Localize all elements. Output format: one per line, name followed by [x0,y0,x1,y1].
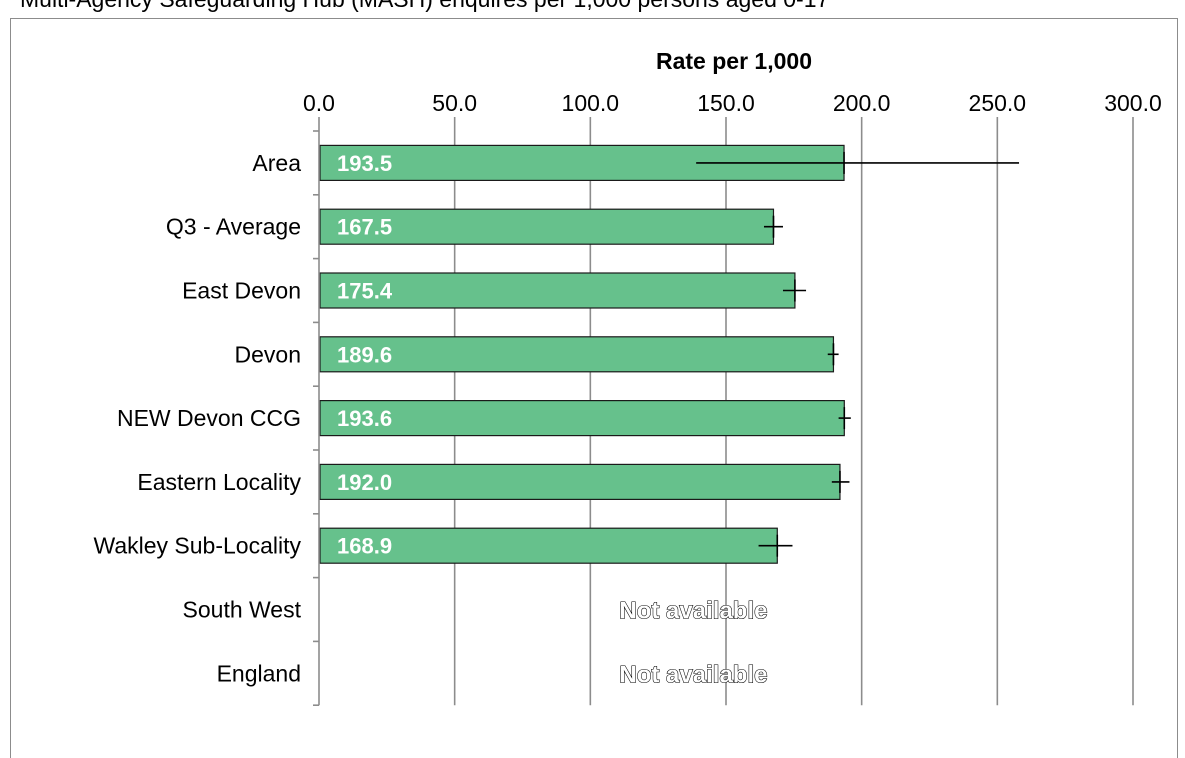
tick-label: 300.0 [1104,90,1162,116]
tick-label: 200.0 [833,90,891,116]
data-label: 168.9 [337,534,392,559]
data-label: 193.5 [337,151,392,176]
category-label: South West [183,597,302,623]
category-label: Area [252,150,301,176]
tick-label: 100.0 [562,90,620,116]
x-axis-title: Rate per 1,000 [656,48,812,74]
bar [319,208,775,245]
data-label: 189.6 [337,342,392,367]
page-title: Multi-Agency Safeguarding Hub (MASH) enq… [20,0,829,13]
bar-chart: 0.0 50.0 100.0 150.0 200.0 250.0 300.0 Area 193.… [93,48,1162,707]
tick-label: 150.0 [697,90,755,116]
category-label: England [217,660,301,686]
category-label: Wakley Sub-Locality [93,533,301,559]
data-label: 175.4 [337,279,393,304]
tick-label: 250.0 [969,90,1027,116]
category-label: Devon [235,341,301,367]
not-available-label: Not available [619,661,767,688]
bar [319,336,835,373]
bars [319,144,1020,564]
data-label: 193.6 [337,406,392,431]
category-label: NEW Devon CCG [117,405,301,431]
bar [319,463,841,500]
category-label: Eastern Locality [137,469,301,495]
data-label: 167.5 [337,215,392,240]
category-label: East Devon [182,278,301,304]
chart-frame: 0.0 50.0 100.0 150.0 200.0 250.0 300.0 Area 193.… [10,18,1178,758]
y-axis [313,130,320,707]
data-label: 192.0 [337,470,392,495]
bar [319,527,778,564]
tick-label: 50.0 [432,90,477,116]
bar [319,400,845,437]
category-label: Q3 - Average [166,214,301,240]
labels: 0.0 50.0 100.0 150.0 200.0 250.0 300.0 Area 193.… [93,90,1162,689]
not-available-label: Not available [619,598,767,625]
tick-label: 0.0 [303,90,335,116]
